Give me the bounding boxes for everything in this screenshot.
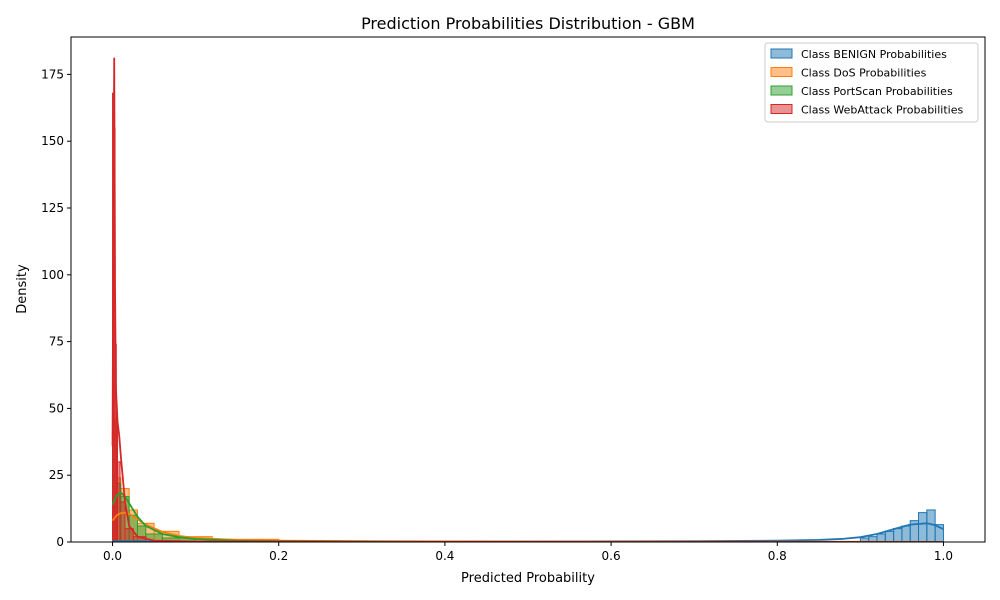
legend-box xyxy=(764,42,979,123)
x-tick-label-0: 0.0 xyxy=(103,549,122,563)
legend: Class BENIGN Probabilities Class DoS Prob… xyxy=(764,42,979,123)
axes: 0.0 0.2 0.4 0.6 0.8 1.0 0 25 50 75 100 125 150 175 xyxy=(41,36,986,563)
y-tick-label-0: 0 xyxy=(56,535,64,549)
legend-label-0: Class BENIGN Probabilities xyxy=(801,48,947,61)
series-0-hist-bar-3 xyxy=(876,533,886,542)
series-0-hist-bar-4 xyxy=(884,530,895,542)
y-tick-label-5: 125 xyxy=(41,201,64,215)
x-tick-label-1: 0.2 xyxy=(269,549,288,563)
legend-swatch-2 xyxy=(770,85,793,96)
y-tick-label-3: 75 xyxy=(49,335,64,349)
series-3-kde-line xyxy=(111,57,944,542)
x-tick-label-2: 0.4 xyxy=(435,549,454,563)
x-tick-label-5: 1.0 xyxy=(934,549,953,563)
legend-label-2: Class PortScan Probabilities xyxy=(801,85,953,98)
x-tick-label-3: 0.6 xyxy=(602,549,621,563)
y-tick-label-4: 100 xyxy=(41,268,64,282)
legend-swatch-0 xyxy=(770,48,793,59)
y-tick-label-7: 175 xyxy=(41,67,64,81)
y-axis-label: Density xyxy=(15,264,30,314)
series-3-hist-bar-5 xyxy=(119,501,126,542)
legend-label-1: Class DoS Probabilities xyxy=(801,67,927,80)
plot-area xyxy=(111,57,944,542)
legend-swatch-3 xyxy=(770,104,793,114)
chart-title: Prediction Probabilities Distribution - … xyxy=(361,14,695,33)
series-0-hist-bar-5 xyxy=(893,528,903,542)
series-0-hist-bar-6 xyxy=(901,525,911,542)
y-tick-label-1: 25 xyxy=(49,468,64,482)
axes-frame xyxy=(70,36,986,543)
legend-swatch-1 xyxy=(770,67,793,77)
y-tick-label-6: 150 xyxy=(41,134,64,148)
y-tick-label-2: 50 xyxy=(49,401,64,415)
x-axis-label: Predicted Probability xyxy=(461,571,595,586)
series-0-hist-bar-9 xyxy=(926,509,936,542)
x-tick-label-4: 0.8 xyxy=(768,549,787,563)
series-0-hist-bar-8 xyxy=(918,512,928,542)
legend-label-3: Class WebAttack Probabilities xyxy=(801,104,963,117)
